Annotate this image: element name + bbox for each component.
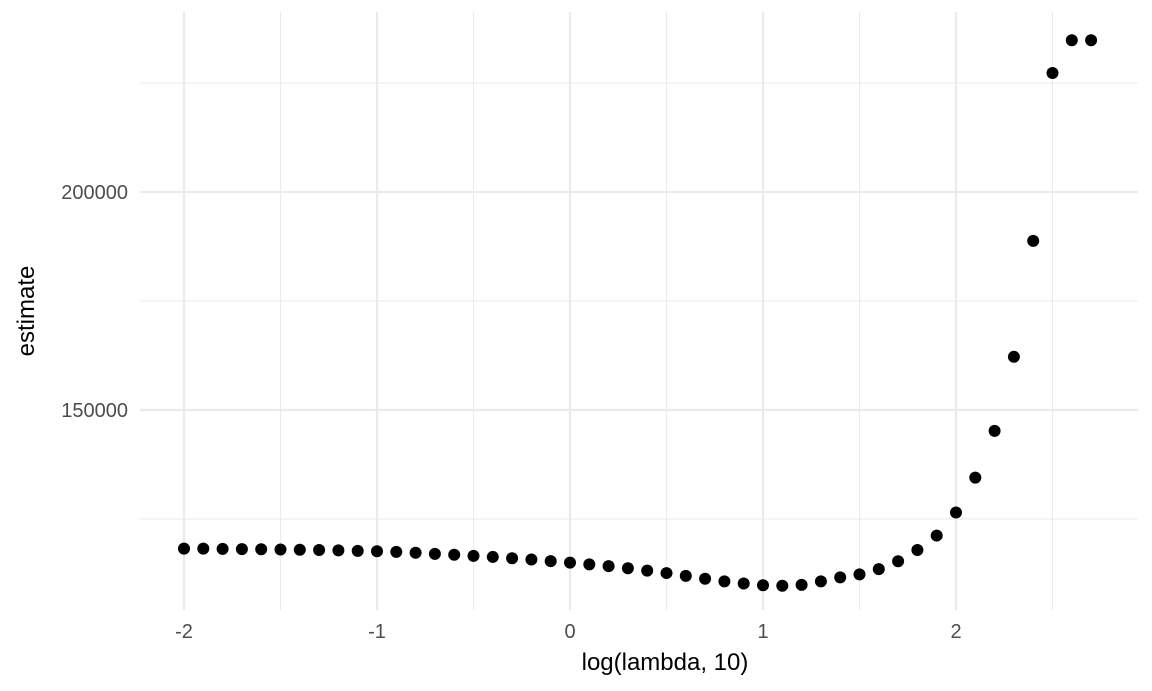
data-point	[178, 542, 190, 555]
y-tick-label: 200000	[61, 182, 128, 204]
y-tick-label: 150000	[61, 400, 128, 422]
data-point	[274, 543, 287, 556]
data-point	[1085, 34, 1098, 47]
data-point	[1027, 234, 1040, 247]
data-point	[332, 544, 345, 557]
data-point	[602, 560, 615, 573]
data-point	[660, 567, 673, 580]
data-point	[583, 558, 596, 571]
data-point	[834, 571, 847, 584]
data-point	[313, 543, 326, 556]
data-point	[216, 542, 229, 555]
data-point	[988, 424, 1001, 437]
data-point	[757, 579, 769, 592]
data-point	[853, 568, 866, 581]
data-point	[486, 550, 499, 563]
x-tick-label: 1	[757, 621, 768, 643]
data-point	[814, 575, 827, 588]
data-point	[351, 544, 364, 557]
data-point	[390, 545, 403, 558]
y-tick-labels: 150000 200000	[61, 182, 128, 422]
data-point	[1065, 34, 1078, 47]
data-point	[737, 577, 750, 590]
x-axis-title: log(lambda, 10)	[582, 649, 749, 676]
data-point	[448, 548, 461, 561]
major-x-gridlines	[182, 12, 958, 610]
data-point	[776, 579, 789, 592]
minor-y-gridlines	[140, 82, 1138, 520]
data-point	[428, 547, 441, 560]
data-point	[795, 578, 808, 591]
y-axis-title: estimate	[13, 266, 40, 357]
data-point	[525, 553, 538, 566]
major-y-gridlines	[140, 190, 1138, 412]
data-point	[911, 543, 924, 556]
data-point	[699, 572, 712, 585]
x-tick-label: -1	[368, 621, 386, 643]
data-point	[1007, 350, 1020, 363]
x-tick-label: 0	[564, 621, 575, 643]
data-point	[872, 563, 885, 576]
data-point	[409, 546, 422, 559]
data-point	[371, 545, 383, 558]
data-point	[467, 549, 480, 562]
data-point	[969, 471, 982, 484]
data-point	[197, 542, 210, 555]
data-point	[293, 543, 306, 556]
data-point	[718, 575, 731, 588]
data-point	[506, 552, 519, 565]
data-point	[892, 555, 905, 568]
data-point	[950, 506, 962, 519]
data-point	[544, 555, 557, 568]
data-point	[679, 569, 692, 582]
data-point	[235, 543, 248, 556]
x-tick-labels: -2 -1 0 1 2	[175, 621, 961, 643]
minor-x-gridlines	[279, 12, 1054, 610]
data-points	[178, 34, 1098, 592]
data-point	[1046, 66, 1059, 79]
data-point	[930, 529, 943, 542]
data-point	[621, 562, 634, 575]
x-tick-label: 2	[950, 621, 961, 643]
data-point	[641, 564, 654, 577]
data-point	[564, 556, 576, 569]
x-tick-label: -2	[175, 621, 193, 643]
data-point	[255, 543, 268, 556]
